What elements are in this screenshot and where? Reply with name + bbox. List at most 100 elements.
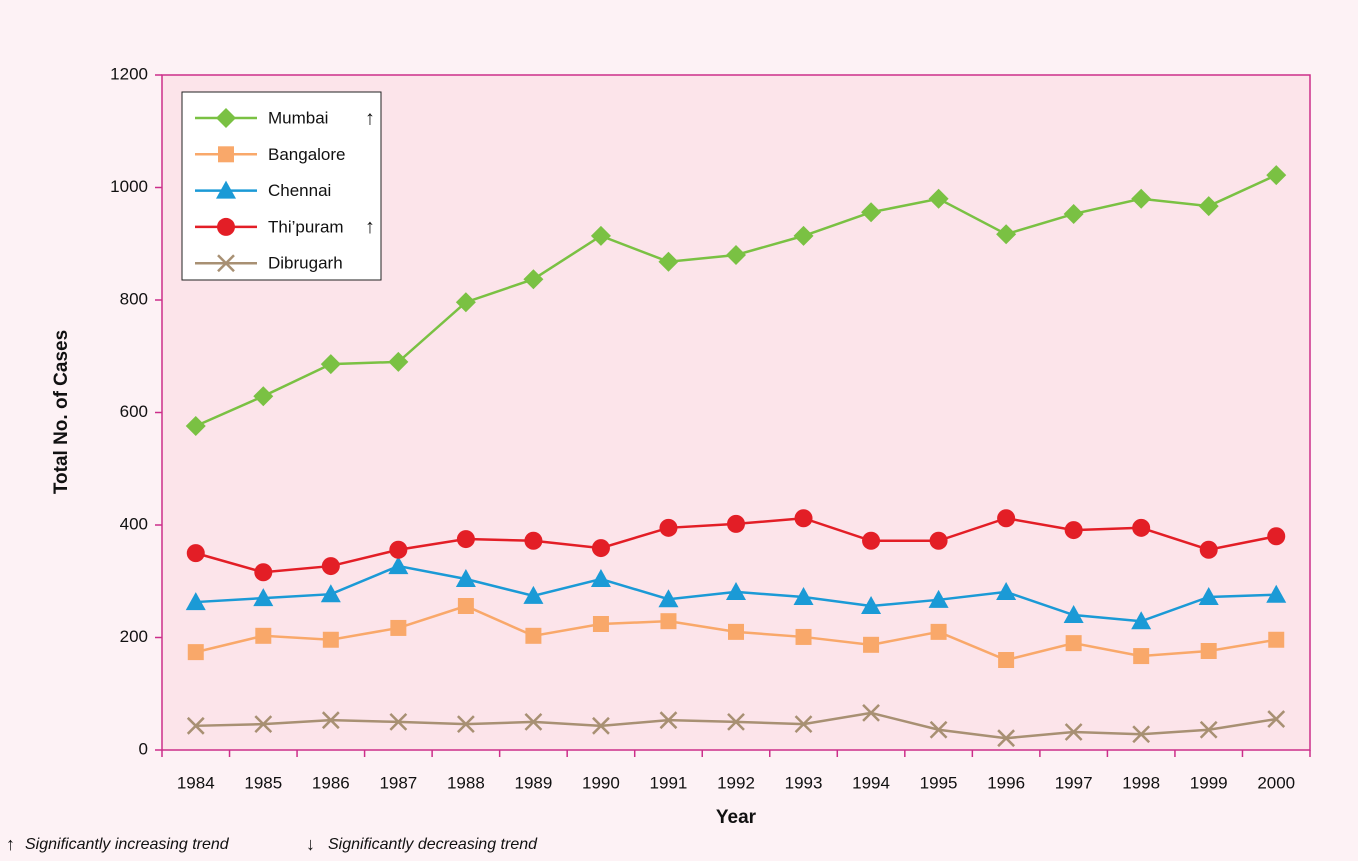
marker — [254, 715, 273, 734]
marker — [998, 652, 1015, 668]
marker — [930, 623, 947, 640]
marker — [592, 716, 610, 735]
x-tick-label: 1986 — [312, 773, 350, 792]
marker — [455, 569, 476, 587]
marker — [322, 631, 339, 648]
x-tick-label: 1985 — [244, 773, 282, 792]
marker — [217, 217, 235, 236]
marker — [660, 613, 677, 630]
marker — [1199, 720, 1218, 739]
marker — [1267, 710, 1286, 728]
marker — [455, 292, 476, 313]
marker — [929, 720, 948, 739]
marker — [727, 712, 745, 731]
marker — [658, 589, 679, 608]
legend-trend: ↑ — [365, 216, 375, 238]
marker — [862, 703, 880, 722]
marker — [793, 225, 814, 246]
marker — [861, 596, 882, 614]
marker — [928, 188, 949, 209]
marker — [1131, 188, 1152, 209]
marker — [727, 514, 745, 533]
marker — [592, 616, 609, 632]
marker — [863, 636, 880, 653]
marker — [659, 711, 678, 730]
marker — [1132, 518, 1151, 537]
marker — [929, 531, 948, 550]
marker — [321, 711, 340, 730]
y-axis-title: Total No. of Cases — [51, 330, 72, 494]
x-tick-label: 1990 — [582, 773, 620, 792]
x-tick-label: 1987 — [379, 773, 417, 792]
x-tick-label: 1996 — [987, 773, 1025, 792]
marker — [928, 589, 949, 608]
marker — [1198, 587, 1219, 605]
marker — [390, 619, 407, 636]
legend-label: Dibrugarh — [268, 254, 343, 273]
y-tick-label: 400 — [120, 514, 148, 533]
footnote-symbol: ↑ — [6, 834, 15, 854]
y-tick-label: 1200 — [110, 64, 148, 83]
marker — [185, 416, 206, 436]
marker — [1198, 196, 1219, 217]
marker — [590, 569, 611, 587]
y-tick-label: 0 — [139, 739, 148, 758]
marker — [794, 715, 813, 734]
marker — [186, 544, 205, 563]
marker — [1064, 723, 1083, 741]
marker — [997, 729, 1016, 748]
marker — [217, 254, 235, 273]
marker — [320, 354, 341, 375]
marker — [457, 598, 474, 614]
marker — [793, 587, 814, 605]
marker — [216, 108, 236, 128]
marker — [658, 251, 679, 272]
marker — [996, 224, 1017, 245]
marker — [525, 627, 542, 644]
y-tick-label: 600 — [120, 402, 148, 421]
x-tick-label: 1984 — [177, 773, 215, 792]
legend-box — [181, 91, 382, 281]
marker — [794, 509, 813, 528]
marker — [216, 180, 236, 199]
marker — [389, 540, 408, 559]
footnote-text: Significantly decreasing trend — [328, 836, 538, 853]
marker — [253, 386, 274, 407]
marker — [456, 715, 475, 734]
marker — [861, 202, 882, 223]
marker — [388, 351, 409, 372]
x-axis-title: Year — [716, 807, 757, 828]
marker — [186, 716, 205, 735]
marker — [187, 644, 204, 661]
marker — [218, 146, 234, 163]
marker — [1064, 521, 1083, 540]
y-tick-label: 800 — [120, 289, 148, 308]
marker — [253, 588, 274, 607]
x-tick-label: 1993 — [785, 773, 823, 792]
marker — [1063, 203, 1084, 224]
marker — [524, 531, 543, 550]
marker — [321, 557, 340, 576]
marker — [997, 509, 1016, 528]
marker — [523, 269, 544, 290]
marker — [996, 581, 1017, 600]
footnote-symbol: ↓ — [306, 834, 315, 854]
marker — [1268, 631, 1285, 648]
marker — [1132, 725, 1151, 744]
marker — [1199, 540, 1218, 559]
x-tick-label: 1997 — [1055, 773, 1093, 792]
marker — [456, 530, 475, 549]
marker — [320, 584, 341, 603]
marker — [1063, 605, 1084, 623]
marker — [1065, 635, 1082, 652]
footnote-text: Significantly increasing trend — [25, 836, 230, 853]
marker — [524, 712, 543, 731]
y-tick-label: 200 — [120, 627, 148, 646]
marker — [255, 627, 272, 644]
marker — [254, 563, 273, 582]
x-tick-label: 1991 — [650, 773, 688, 792]
legend-label: Chennai — [268, 181, 331, 200]
marker — [795, 628, 812, 645]
x-tick-label: 1994 — [852, 773, 890, 792]
marker — [1200, 643, 1217, 659]
